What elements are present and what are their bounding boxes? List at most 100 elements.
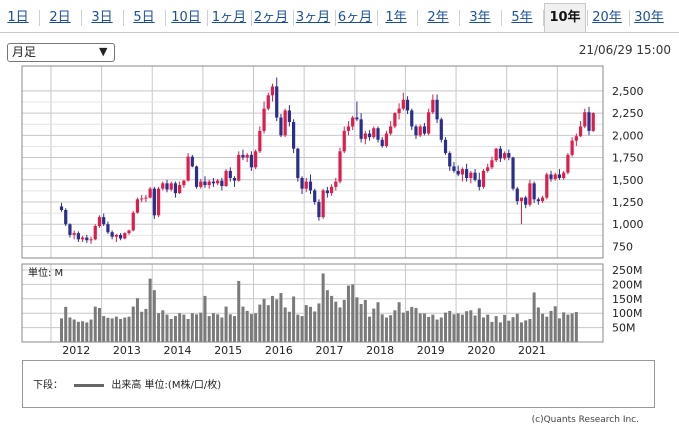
candle-body bbox=[524, 197, 528, 205]
candle-body bbox=[562, 172, 566, 178]
volume-bar bbox=[460, 314, 464, 342]
volume-bar bbox=[355, 297, 359, 342]
tabs-divider bbox=[0, 32, 679, 33]
candle-body bbox=[81, 237, 85, 240]
candle-body bbox=[144, 197, 148, 199]
candle-body bbox=[494, 148, 498, 161]
tab-2年[interactable]: 2年 bbox=[427, 10, 449, 25]
tab-3年[interactable]: 3年 bbox=[469, 10, 491, 25]
volume-bar bbox=[304, 305, 308, 342]
tab-1日[interactable]: 1日 bbox=[7, 10, 29, 25]
tab-1ヶ月[interactable]: 1ヶ月 bbox=[211, 10, 247, 25]
volume-bar bbox=[64, 306, 68, 342]
candle-body bbox=[199, 181, 203, 187]
candle-body bbox=[182, 180, 186, 186]
tab-2日[interactable]: 2日 bbox=[49, 10, 71, 25]
candle-body bbox=[304, 181, 308, 189]
x-tick-label: 2014 bbox=[164, 344, 192, 357]
volume-bar bbox=[389, 315, 393, 342]
copyright: (c)Quants Research Inc. bbox=[531, 415, 639, 425]
tab-3日[interactable]: 3日 bbox=[91, 10, 113, 25]
chevron-down-icon[interactable]: ▼ bbox=[99, 45, 108, 58]
volume-bar bbox=[211, 313, 215, 342]
volume-bar bbox=[482, 317, 485, 342]
candle-body bbox=[481, 170, 486, 187]
candle-body bbox=[587, 112, 591, 131]
volume-bar bbox=[275, 299, 279, 342]
candle-body bbox=[359, 119, 363, 139]
candle-body bbox=[287, 110, 291, 122]
candle-body bbox=[114, 234, 118, 237]
volume-bar bbox=[368, 316, 372, 342]
tab-5日[interactable]: 5日 bbox=[133, 10, 155, 25]
candle-body bbox=[376, 128, 380, 140]
volume-bar bbox=[528, 318, 532, 342]
candle-body bbox=[194, 166, 199, 187]
tab-10日[interactable]: 10日 bbox=[171, 10, 201, 25]
volume-bar bbox=[498, 322, 502, 342]
candle-body bbox=[355, 117, 359, 120]
volume-bar bbox=[182, 314, 186, 342]
candle-body bbox=[89, 239, 93, 241]
candle-body bbox=[106, 224, 110, 233]
price-tick-label: 1,250 bbox=[612, 196, 644, 209]
tab-20年[interactable]: 20年 bbox=[592, 10, 622, 25]
volume-bar bbox=[233, 316, 237, 342]
volume-bar bbox=[566, 314, 570, 342]
candle-body bbox=[148, 188, 152, 198]
candle-body bbox=[338, 151, 342, 182]
volume-bar bbox=[456, 313, 460, 342]
price-tick-label: 2,000 bbox=[612, 129, 644, 142]
legend-row: 下段： 出来高 単位:(M株/口/枚) bbox=[33, 376, 221, 391]
candle-body bbox=[591, 113, 595, 131]
volume-bar bbox=[330, 295, 334, 342]
candle-body bbox=[72, 233, 76, 235]
volume-bar bbox=[300, 316, 304, 342]
tab-6ヶ月[interactable]: 6ヶ月 bbox=[337, 10, 373, 25]
volume-bar bbox=[161, 310, 165, 342]
volume-bar bbox=[545, 316, 549, 342]
volume-tick-label: 250M bbox=[612, 264, 643, 277]
tab-30年[interactable]: 30年 bbox=[634, 10, 664, 25]
candle-period-select[interactable]: 月足 bbox=[7, 43, 115, 62]
volume-bar bbox=[519, 322, 523, 342]
tab-5年[interactable]: 5年 bbox=[511, 10, 533, 25]
volume-bar bbox=[465, 311, 469, 342]
volume-bar bbox=[140, 311, 144, 342]
volume-bar bbox=[144, 308, 148, 342]
tab-separator bbox=[501, 10, 502, 26]
candle-body bbox=[498, 148, 502, 159]
tab-separator bbox=[417, 10, 418, 26]
candle-body bbox=[140, 198, 144, 200]
candle-body bbox=[59, 206, 64, 210]
volume-bar bbox=[334, 301, 338, 342]
volume-bar bbox=[85, 322, 89, 342]
volume-bar bbox=[258, 304, 262, 342]
tab-10年[interactable]: 10年 bbox=[544, 3, 586, 32]
candle-body bbox=[135, 199, 140, 213]
tab-separator bbox=[459, 10, 460, 26]
tab-3ヶ月[interactable]: 3ヶ月 bbox=[295, 10, 331, 25]
candle-body bbox=[283, 110, 287, 136]
volume-bar bbox=[283, 307, 287, 342]
last-update-time: 21/06/29 15:00 bbox=[578, 43, 671, 57]
tab-2ヶ月[interactable]: 2ヶ月 bbox=[253, 10, 289, 25]
volume-bar bbox=[473, 315, 477, 342]
volume-bar bbox=[237, 280, 241, 342]
volume-bar bbox=[249, 314, 253, 342]
volume-bar bbox=[444, 312, 448, 342]
candle-body bbox=[237, 154, 241, 181]
tab-1年[interactable]: 1年 bbox=[385, 10, 407, 25]
candle-body bbox=[152, 188, 156, 216]
volume-bar bbox=[135, 298, 139, 342]
volume-bar bbox=[119, 318, 123, 342]
x-tick-label: 2015 bbox=[214, 344, 242, 357]
candle-body bbox=[532, 183, 536, 200]
volume-bar bbox=[511, 317, 515, 342]
candle-body bbox=[515, 188, 519, 202]
volume-bar bbox=[477, 308, 481, 342]
candle-body bbox=[131, 212, 135, 231]
candle-body bbox=[169, 183, 173, 190]
volume-bar bbox=[296, 314, 300, 342]
candle-body bbox=[178, 185, 182, 194]
